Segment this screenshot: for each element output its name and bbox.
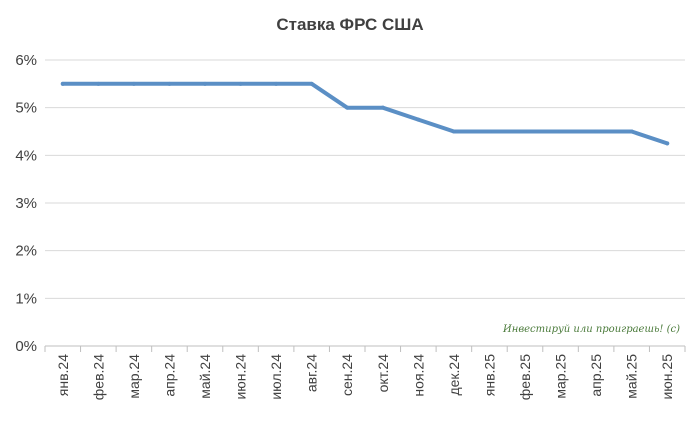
data-point xyxy=(665,141,670,146)
y-tick-label: 6% xyxy=(15,52,37,69)
x-tick-label: дек.24 xyxy=(446,354,462,396)
x-tick-label: мар.24 xyxy=(126,354,142,399)
x-tick-label: июн.25 xyxy=(659,354,675,400)
data-point xyxy=(523,129,527,134)
y-tick-label: 5% xyxy=(15,100,37,117)
data-point xyxy=(594,129,599,134)
y-tick-label: 1% xyxy=(15,290,37,307)
series-line xyxy=(60,81,670,146)
y-tick-label: 2% xyxy=(15,243,37,260)
data-point xyxy=(309,81,314,86)
x-axis: янв.24 фев.24 мар.24 апр.24 май.24 июн.24 июл.… xyxy=(44,346,686,400)
x-tick-label: июл.24 xyxy=(268,354,284,400)
x-tick-label: фев.24 xyxy=(90,354,106,400)
x-tick-label: мар.25 xyxy=(553,354,569,399)
data-point xyxy=(274,81,279,86)
x-tick-label: янв.25 xyxy=(481,354,497,396)
series-layer xyxy=(60,81,670,146)
y-axis: 0% 1% 2% 3% 4% 5% 6% xyxy=(15,52,37,355)
data-point xyxy=(96,81,101,86)
data-point xyxy=(60,81,65,86)
x-tick-label: фев.25 xyxy=(517,354,533,400)
data-point xyxy=(487,129,492,134)
x-tick-label: май.25 xyxy=(624,354,640,399)
data-point xyxy=(131,81,136,86)
x-tick-label: май.24 xyxy=(197,354,213,399)
x-tick-label: янв.24 xyxy=(55,354,71,396)
watermark-annotation: Инвестируй или проиграешь! (с) xyxy=(502,324,680,335)
data-point xyxy=(629,129,634,134)
x-tick-label: апр.25 xyxy=(588,354,604,397)
x-tick-label: апр.24 xyxy=(161,354,177,397)
data-point xyxy=(451,129,456,134)
data-point xyxy=(380,105,385,110)
data-point xyxy=(558,129,563,134)
x-tick-label: сен.24 xyxy=(339,354,355,396)
x-tick-label: авг.24 xyxy=(304,354,320,392)
y-tick-label: 0% xyxy=(15,338,37,355)
data-point xyxy=(203,81,207,86)
x-tick-label: ноя.24 xyxy=(410,354,426,397)
chart-title: Ставка ФРС США xyxy=(276,15,423,34)
y-tick-label: 3% xyxy=(15,195,37,212)
data-point xyxy=(238,81,243,86)
gridlines xyxy=(45,59,685,347)
data-point xyxy=(167,81,172,86)
data-point xyxy=(416,117,421,122)
y-tick-label: 4% xyxy=(15,147,37,164)
data-point xyxy=(345,105,350,110)
x-tick-label: июн.24 xyxy=(233,354,249,400)
x-tick-label: окт.24 xyxy=(375,354,391,393)
